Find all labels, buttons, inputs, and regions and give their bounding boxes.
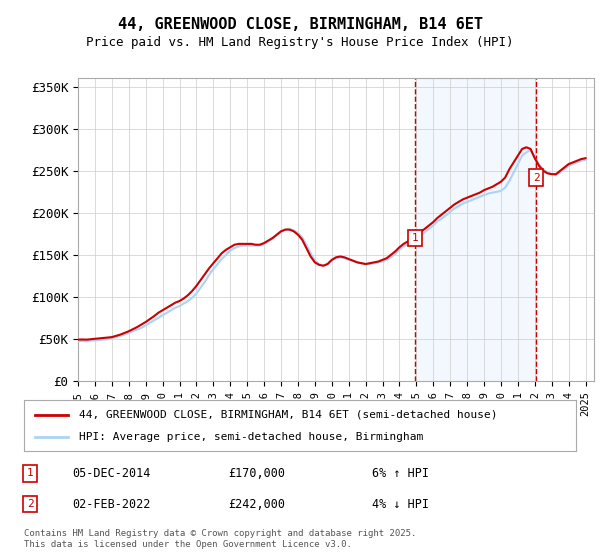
Text: 2: 2: [533, 172, 539, 183]
Text: 6% ↑ HPI: 6% ↑ HPI: [372, 466, 429, 480]
Text: 2: 2: [26, 499, 34, 509]
Text: Price paid vs. HM Land Registry's House Price Index (HPI): Price paid vs. HM Land Registry's House …: [86, 36, 514, 49]
Text: 44, GREENWOOD CLOSE, BIRMINGHAM, B14 6ET (semi-detached house): 44, GREENWOOD CLOSE, BIRMINGHAM, B14 6ET…: [79, 409, 498, 419]
Text: 44, GREENWOOD CLOSE, BIRMINGHAM, B14 6ET: 44, GREENWOOD CLOSE, BIRMINGHAM, B14 6ET: [118, 17, 482, 32]
Bar: [415, 78, 536, 381]
Text: HPI: Average price, semi-detached house, Birmingham: HPI: Average price, semi-detached house,…: [79, 432, 424, 442]
Text: 02-FEB-2022: 02-FEB-2022: [72, 497, 151, 511]
Text: 1: 1: [412, 233, 418, 243]
Text: 05-DEC-2014: 05-DEC-2014: [72, 466, 151, 480]
Text: 4% ↓ HPI: 4% ↓ HPI: [372, 497, 429, 511]
Text: £242,000: £242,000: [228, 497, 285, 511]
Text: £170,000: £170,000: [228, 466, 285, 480]
Text: Contains HM Land Registry data © Crown copyright and database right 2025.
This d: Contains HM Land Registry data © Crown c…: [24, 529, 416, 549]
Text: 1: 1: [26, 468, 34, 478]
